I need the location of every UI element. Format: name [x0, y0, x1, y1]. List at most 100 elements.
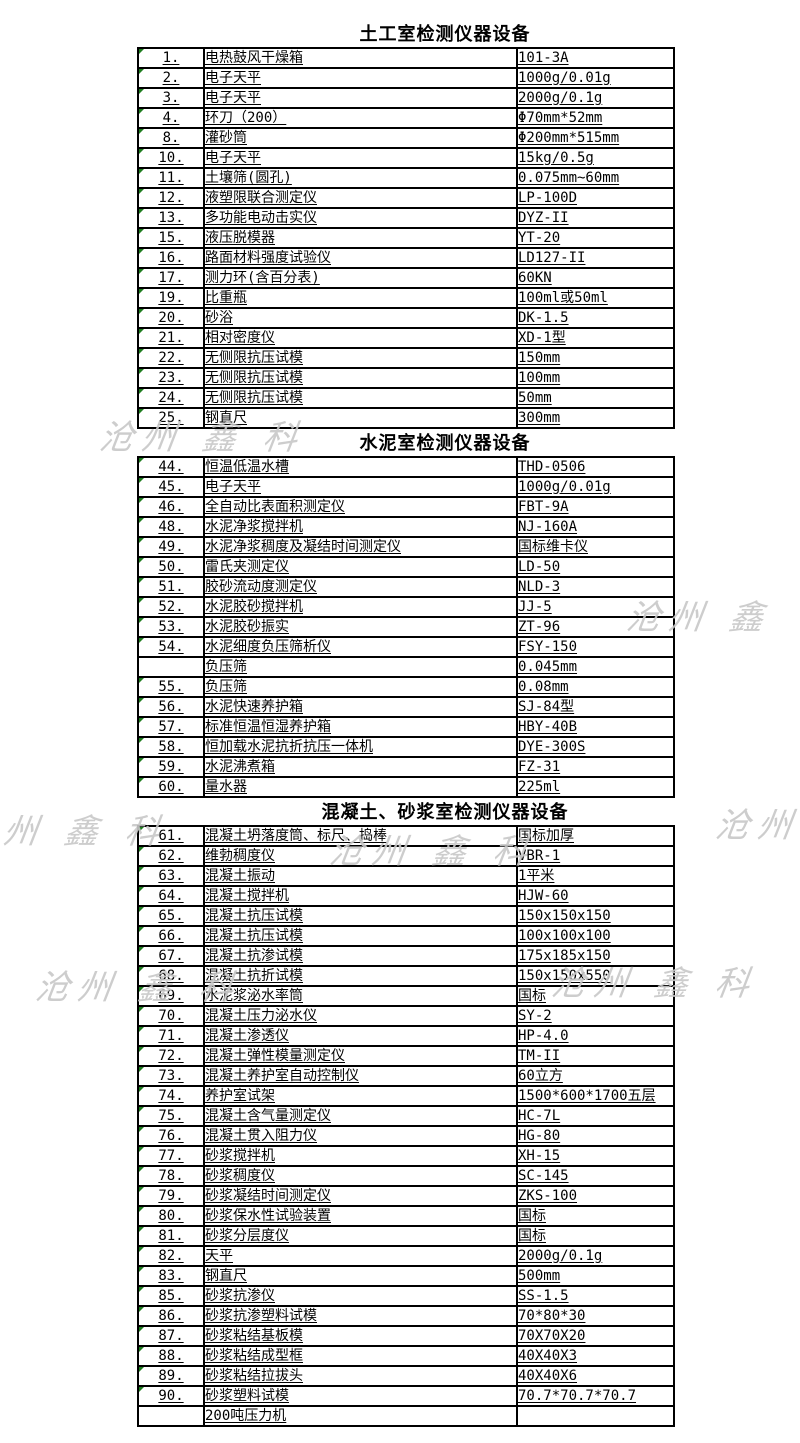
excel-error-triangle-icon	[140, 210, 144, 214]
row-number-cell: 85.	[137, 1285, 205, 1307]
equipment-name-cell: 无侧限抗压试模	[203, 367, 518, 389]
equipment-name-cell: 水泥净浆搅拌机	[203, 516, 518, 538]
equipment-spec-cell: XH-15	[516, 1145, 675, 1167]
table-row: 51. 胶砂流动度测定仪 NLD-3	[137, 576, 675, 598]
row-number-cell: 82.	[137, 1245, 205, 1267]
equipment-spec-cell: 国标维卡仪	[516, 536, 675, 558]
equipment-name: 砂浆保水性试验装置	[205, 1207, 331, 1224]
equipment-spec: 1000g/0.01g	[518, 69, 611, 86]
equipment-name: 钢直尺	[205, 1267, 247, 1284]
equipment-name: 水泥浆泌水率筒	[205, 987, 303, 1004]
equipment-spec: 1平米	[518, 867, 555, 884]
equipment-name-cell: 砂浴	[203, 307, 518, 329]
row-number-cell: 2.	[137, 67, 205, 89]
equipment-spec-cell: FBT-9A	[516, 496, 675, 518]
equipment-spec-cell: 1000g/0.01g	[516, 476, 675, 498]
equipment-spec-cell: 60KN	[516, 267, 675, 289]
equipment-spec: 国标	[518, 1227, 546, 1244]
equipment-name: 混凝土振动	[205, 867, 275, 884]
row-number-cell: 16.	[137, 247, 205, 269]
equipment-spec-cell: THD-0506	[516, 456, 675, 478]
equipment-name: 相对密度仪	[205, 329, 275, 346]
table-row: 62. 维勃稠度仪 VBR-1	[137, 845, 675, 867]
row-number: 56.	[158, 698, 184, 715]
equipment-name-cell: 混凝土渗透仪	[203, 1025, 518, 1047]
equipment-name-cell: 电热鼓风干燥箱	[203, 47, 518, 69]
row-number-cell: 70.	[137, 1005, 205, 1027]
equipment-spec-cell: 40X40X3	[516, 1345, 675, 1367]
row-number-cell: 75.	[137, 1105, 205, 1127]
equipment-spec: 150x150x550	[518, 967, 611, 984]
equipment-spec-cell: 150x150x550	[516, 965, 675, 987]
equipment-name-cell: 水泥净浆稠度及凝结时间测定仪	[203, 536, 518, 558]
equipment-spec-cell: 70.7*70.7*70.7	[516, 1385, 675, 1407]
equipment-name-cell: 钢直尺	[203, 1265, 518, 1287]
row-number-cell: 11.	[137, 167, 205, 189]
table-row: 81. 砂浆分层度仪 国标	[137, 1225, 675, 1247]
table-row: 63. 混凝土振动 1平米	[137, 865, 675, 887]
equipment-spec: HG-80	[518, 1127, 561, 1144]
equipment-spec: 国标加厚	[518, 827, 574, 844]
row-number-cell: 57.	[137, 716, 205, 738]
equipment-name-cell: 水泥细度负压筛析仪	[203, 636, 518, 658]
equipment-spec-cell: HBY-40B	[516, 716, 675, 738]
equipment-spec-cell: 1500*600*1700五层	[516, 1085, 675, 1107]
equipment-name-cell: 砂浆搅拌机	[203, 1145, 518, 1167]
equipment-name: 混凝土含气量测定仪	[205, 1107, 331, 1124]
row-number: 4.	[162, 109, 180, 126]
excel-error-triangle-icon	[140, 828, 144, 832]
equipment-spec-cell: 70X70X20	[516, 1325, 675, 1347]
row-number: 25.	[158, 409, 184, 426]
equipment-name-cell: 砂浆粘结成型框	[203, 1345, 518, 1367]
equipment-spec: LD127-II	[518, 249, 586, 266]
equipment-name-cell: 混凝土抗压试模	[203, 925, 518, 947]
equipment-name-cell: 砂浆分层度仪	[203, 1225, 518, 1247]
table-row: 200吨压力机	[137, 1405, 675, 1427]
equipment-spec-cell: 40X40X6	[516, 1365, 675, 1387]
equipment-name-cell: 水泥沸煮箱	[203, 756, 518, 778]
row-number: 71.	[158, 1027, 184, 1044]
excel-error-triangle-icon	[140, 579, 144, 583]
equipment-name-cell: 胶砂流动度测定仪	[203, 576, 518, 598]
equipment-name-cell: 标准恒温恒湿养护箱	[203, 716, 518, 738]
equipment-name: 混凝土抗压试模	[205, 907, 303, 924]
equipment-name-cell: 环刀（200）	[203, 107, 518, 129]
equipment-name: 砂浆塑料试模	[205, 1387, 289, 1404]
equipment-spec-cell: DYZ-II	[516, 207, 675, 229]
excel-error-triangle-icon	[140, 290, 144, 294]
table-row: 67. 混凝土抗渗试模 175x185x150	[137, 945, 675, 967]
equipment-name-cell: 雷氏夹测定仪	[203, 556, 518, 578]
table-row: 3. 电子天平 2000g/0.1g	[137, 87, 675, 109]
row-number-cell: 89.	[137, 1365, 205, 1387]
equipment-name: 砂浆凝结时间测定仪	[205, 1187, 331, 1204]
row-number-cell: 50.	[137, 556, 205, 578]
row-number-cell: 12.	[137, 187, 205, 209]
equipment-spec-cell: 国标	[516, 1205, 675, 1227]
table-row: 21. 相对密度仪 XD-1型	[137, 327, 675, 349]
table-row: 17. 测力环(含百分表) 60KN	[137, 267, 675, 289]
equipment-spec: FZ-31	[518, 758, 561, 775]
row-number-cell: 46.	[137, 496, 205, 518]
equipment-name-cell: 混凝土振动	[203, 865, 518, 887]
row-number-cell: 54.	[137, 636, 205, 658]
excel-error-triangle-icon	[140, 1348, 144, 1352]
equipment-name-cell: 无侧限抗压试模	[203, 387, 518, 409]
excel-error-triangle-icon	[140, 459, 144, 463]
row-number: 52.	[158, 598, 184, 615]
equipment-spec: 40X40X3	[518, 1347, 578, 1364]
equipment-name: 无侧限抗压试模	[205, 349, 303, 366]
equipment-name-cell: 电子天平	[203, 147, 518, 169]
equipment-name-cell: 水泥胶砂搅拌机	[203, 596, 518, 618]
row-number-cell: 87.	[137, 1325, 205, 1347]
equipment-spec: HC-7L	[518, 1107, 561, 1124]
equipment-spec-cell: HG-80	[516, 1125, 675, 1147]
equipment-spec-cell: NLD-3	[516, 576, 675, 598]
excel-error-triangle-icon	[140, 479, 144, 483]
equipment-name: 砂浆抗渗塑料试模	[205, 1307, 317, 1324]
equipment-name: 负压筛	[205, 658, 247, 675]
equipment-name: 钢直尺	[205, 409, 247, 426]
equipment-spec-cell: TM-II	[516, 1045, 675, 1067]
equipment-spec: 150mm	[518, 349, 561, 366]
table-row: 25. 钢直尺 300mm	[137, 407, 675, 429]
equipment-spec: 70*80*30	[518, 1307, 586, 1324]
